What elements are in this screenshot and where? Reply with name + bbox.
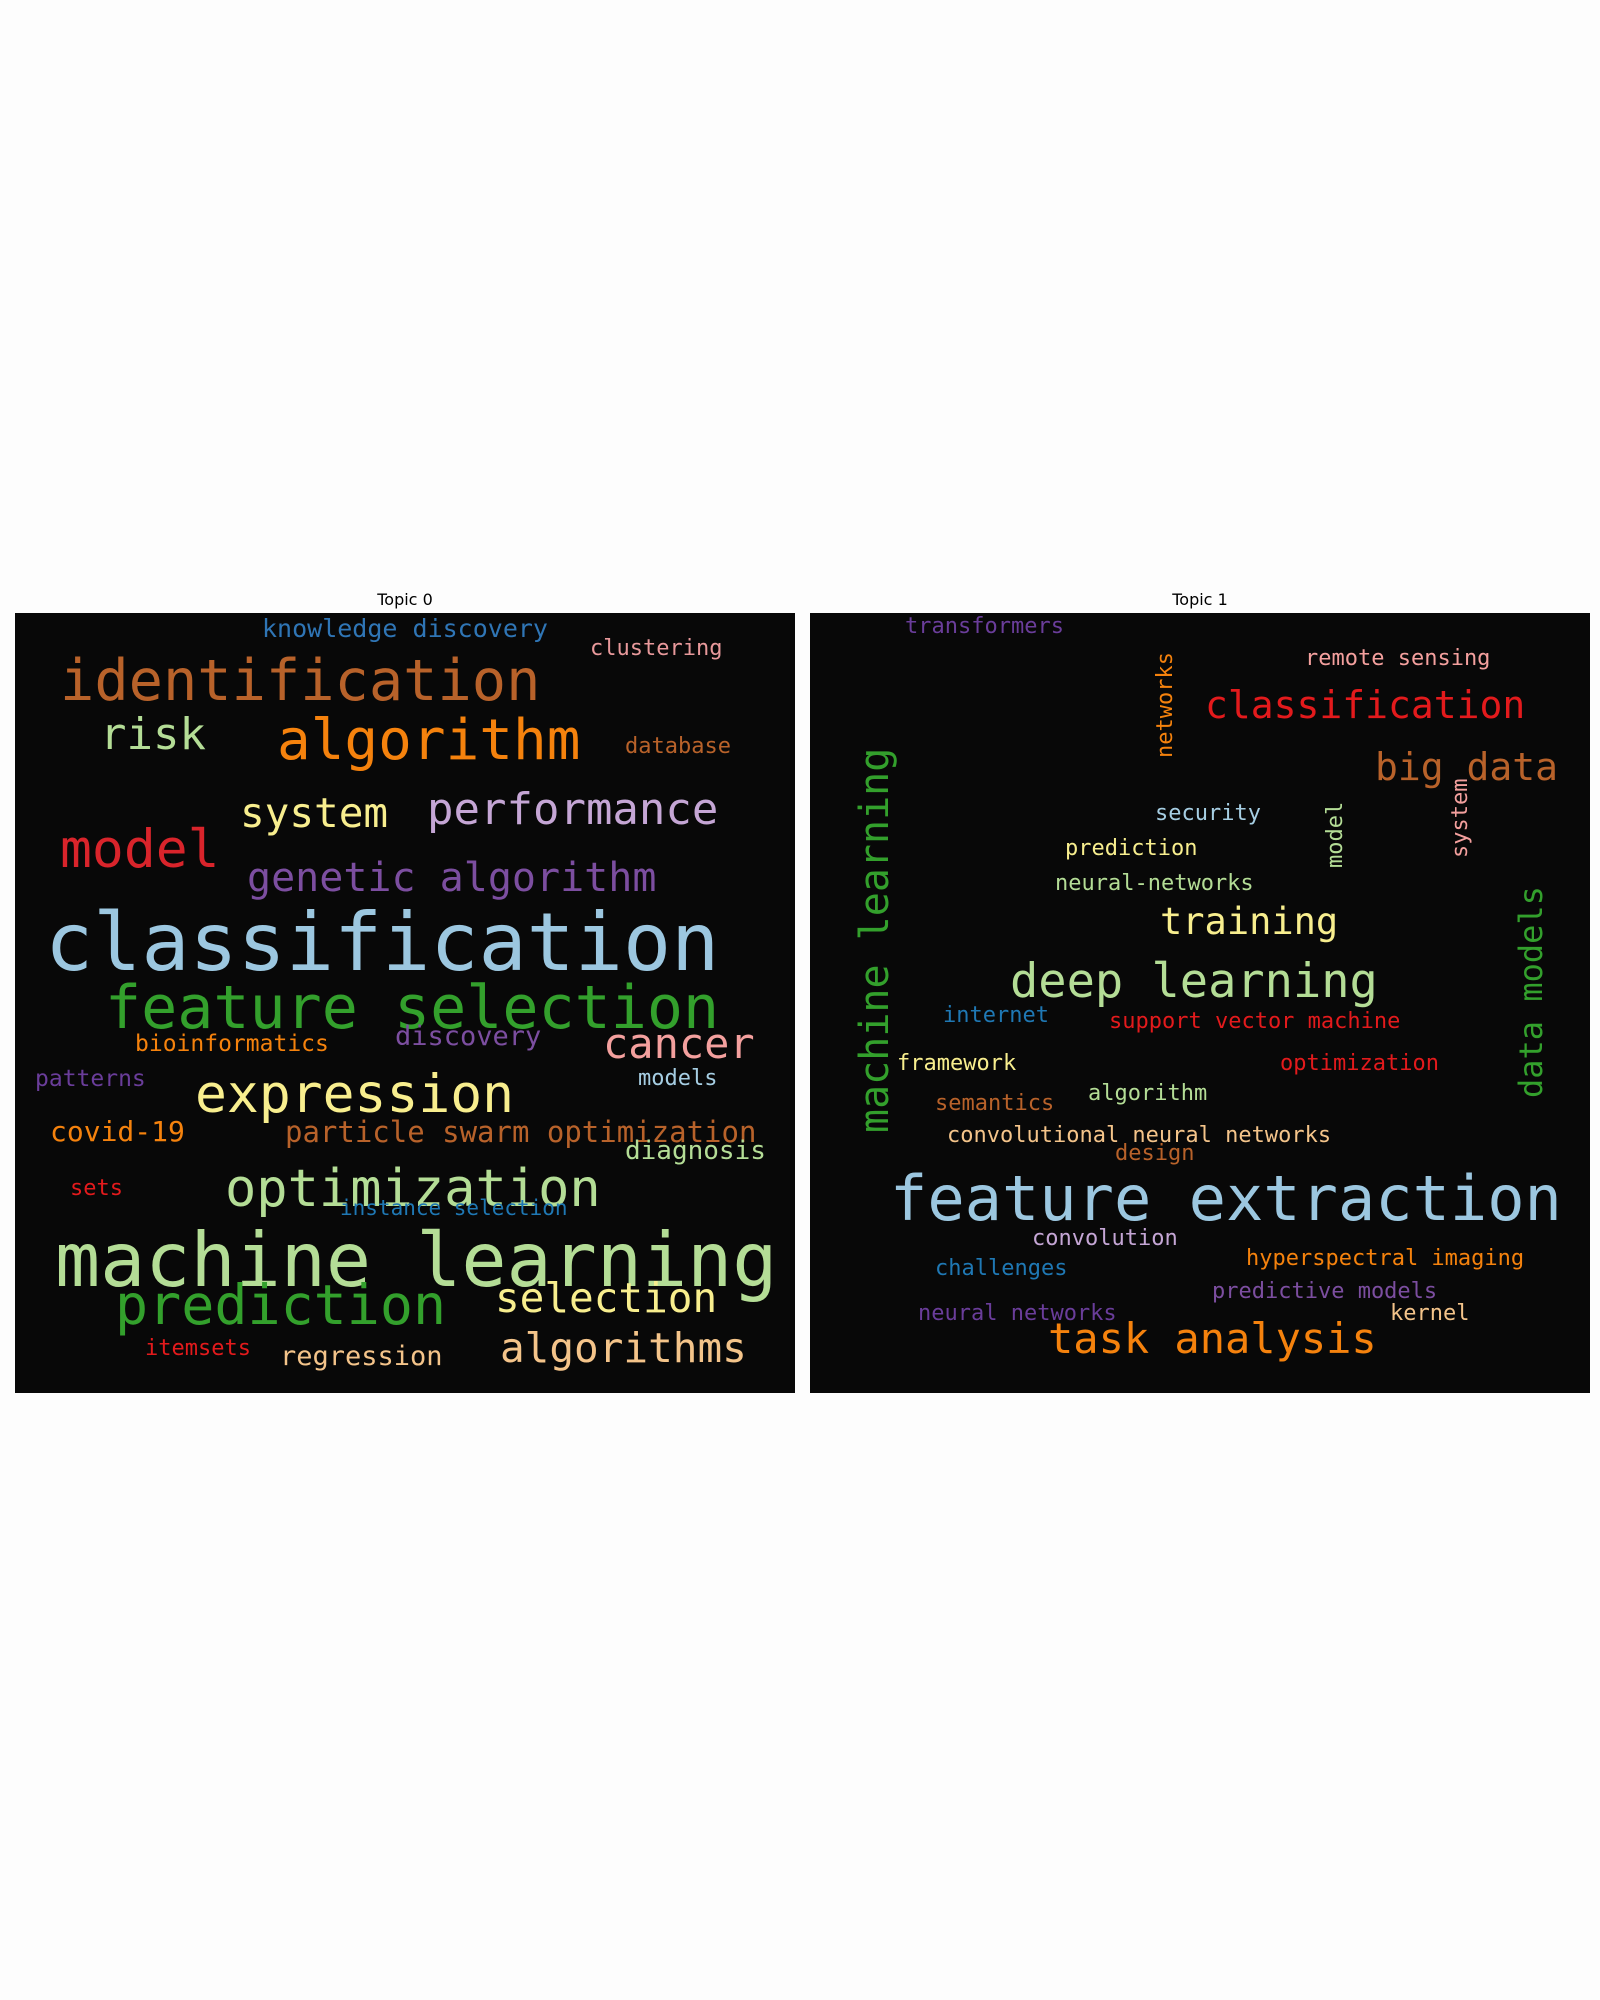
word: classification	[45, 903, 719, 983]
word: model	[60, 823, 220, 876]
word: algorithm	[277, 713, 580, 769]
word: task analysis	[1048, 1318, 1377, 1360]
word: itemsets	[145, 1338, 251, 1360]
word: sets	[70, 1178, 123, 1200]
word: optimization	[1280, 1053, 1439, 1075]
word: feature extraction	[890, 1168, 1562, 1230]
word: risk	[100, 713, 206, 757]
word: networks	[1155, 652, 1177, 758]
word: patterns	[35, 1068, 146, 1091]
word: training	[1160, 903, 1338, 940]
word: deep learning	[1010, 958, 1378, 1005]
word: algorithms	[500, 1328, 747, 1369]
word: algorithm	[1088, 1083, 1207, 1105]
word: model	[1325, 802, 1347, 868]
word: genetic algorithm	[247, 858, 656, 898]
word: prediction	[115, 1278, 446, 1333]
topic-1-title: Topic 1	[810, 590, 1590, 609]
word: database	[625, 736, 731, 758]
word: performance	[427, 788, 718, 832]
word: clustering	[590, 638, 722, 660]
word: transformers	[905, 616, 1064, 638]
word: challenges	[935, 1258, 1067, 1280]
word: support vector machine	[1109, 1011, 1400, 1033]
word: prediction	[1065, 838, 1197, 860]
word: system	[1450, 779, 1472, 858]
word: remote sensing	[1305, 648, 1490, 670]
word: bioinformatics	[135, 1033, 329, 1056]
word: convolution	[1032, 1228, 1178, 1250]
word: classification	[1205, 686, 1525, 724]
word: data models	[1515, 886, 1547, 1098]
word: knowledge discovery	[262, 616, 548, 641]
word: system	[240, 793, 388, 834]
word: diagnosis	[625, 1138, 766, 1164]
topic-0-wordcloud: knowledge discovery clustering identificat…	[15, 613, 795, 1393]
word: expression	[195, 1068, 514, 1121]
word: covid-19	[50, 1118, 185, 1146]
word: predictive models	[1212, 1281, 1437, 1303]
word: internet	[943, 1005, 1049, 1027]
word: models	[638, 1068, 717, 1090]
word: framework	[897, 1053, 1016, 1075]
word: machine learning	[855, 748, 895, 1133]
topic-1-wordcloud: transformers remote sensing classification…	[810, 613, 1590, 1393]
word: hyperspectral imaging	[1246, 1248, 1524, 1270]
word: cancer	[603, 1023, 755, 1065]
word: semantics	[935, 1093, 1054, 1115]
word: neural-networks	[1055, 873, 1254, 895]
word: security	[1155, 803, 1261, 825]
word: kernel	[1390, 1303, 1469, 1325]
word: identification	[60, 653, 540, 710]
topic-0-title: Topic 0	[15, 590, 795, 609]
word: discovery	[395, 1023, 541, 1050]
word: selection	[495, 1278, 717, 1319]
word: regression	[280, 1343, 443, 1370]
